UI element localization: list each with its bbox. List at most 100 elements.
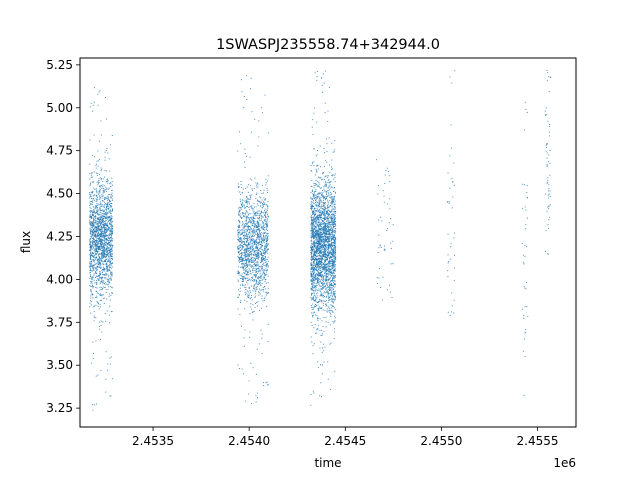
data-point	[262, 204, 264, 206]
data-point	[93, 134, 95, 136]
data-point	[319, 330, 321, 332]
data-point	[313, 241, 315, 243]
data-point	[109, 273, 111, 275]
data-point	[245, 238, 247, 240]
data-point	[332, 229, 334, 231]
data-point	[329, 232, 331, 234]
data-point	[103, 242, 105, 244]
data-point	[324, 253, 326, 255]
data-point	[89, 222, 91, 224]
data-point	[97, 259, 99, 261]
data-point	[333, 255, 335, 257]
data-point	[249, 242, 251, 244]
data-point	[334, 290, 336, 292]
data-point	[251, 257, 253, 259]
data-point	[244, 252, 246, 254]
data-point	[261, 238, 263, 240]
data-point	[317, 196, 319, 197]
data-point	[238, 237, 240, 239]
data-point	[101, 281, 103, 283]
data-point	[108, 266, 110, 268]
data-point	[98, 325, 100, 327]
data-point	[328, 207, 330, 209]
data-point	[311, 235, 313, 237]
data-point	[100, 222, 102, 224]
data-point	[249, 199, 251, 201]
data-point	[330, 261, 332, 263]
data-point	[244, 235, 246, 237]
data-point	[265, 211, 267, 213]
data-point	[256, 261, 258, 263]
data-point	[333, 252, 335, 254]
data-point	[312, 204, 314, 206]
data-point	[103, 261, 105, 263]
data-point	[100, 217, 102, 219]
data-point	[93, 187, 95, 189]
data-point	[89, 258, 91, 260]
data-point	[263, 235, 265, 237]
data-point	[103, 223, 105, 225]
data-point	[110, 271, 112, 273]
data-point	[105, 277, 107, 279]
data-point	[266, 219, 268, 221]
data-point	[89, 302, 91, 304]
data-point	[99, 186, 101, 188]
data-point	[249, 272, 251, 274]
data-point	[95, 211, 97, 213]
data-point	[97, 302, 99, 304]
data-point	[313, 218, 315, 220]
data-point	[101, 247, 103, 249]
data-point	[237, 233, 239, 235]
data-point	[257, 264, 259, 266]
data-point	[99, 189, 101, 191]
data-point	[318, 251, 320, 253]
data-point	[89, 233, 91, 235]
data-point	[108, 244, 110, 246]
data-point	[320, 281, 322, 283]
data-point	[95, 228, 97, 230]
data-point	[316, 165, 318, 167]
data-point	[310, 229, 312, 231]
data-point	[250, 197, 252, 199]
data-point	[249, 265, 251, 267]
data-point	[256, 221, 258, 223]
data-point	[241, 225, 243, 227]
data-point	[328, 234, 330, 236]
data-point	[111, 194, 113, 196]
data-point	[334, 224, 336, 225]
data-point	[327, 213, 329, 215]
data-point	[104, 274, 106, 276]
data-point	[91, 245, 93, 247]
data-point	[91, 266, 93, 268]
data-point	[328, 261, 330, 263]
data-point	[103, 267, 105, 269]
data-point	[328, 243, 330, 245]
data-point	[112, 259, 114, 261]
data-point	[330, 295, 331, 297]
data-point	[327, 236, 328, 238]
data-point	[93, 239, 95, 241]
data-point	[91, 200, 93, 202]
data-point	[264, 215, 266, 217]
data-point	[104, 96, 106, 98]
data-point	[243, 249, 245, 251]
data-point	[253, 227, 255, 229]
data-point	[242, 203, 244, 205]
data-point	[250, 247, 252, 249]
data-point	[107, 247, 109, 249]
data-point	[259, 288, 261, 290]
data-point	[323, 241, 325, 243]
data-point	[94, 277, 96, 279]
data-point	[111, 208, 113, 210]
data-point	[247, 264, 249, 266]
data-point	[312, 345, 314, 347]
data-point	[327, 230, 329, 232]
data-point	[247, 227, 249, 229]
data-point	[267, 287, 269, 289]
data-point	[317, 230, 319, 232]
data-point	[244, 148, 246, 150]
data-point	[325, 159, 327, 161]
data-point	[99, 293, 101, 295]
data-point	[321, 285, 323, 287]
data-point	[322, 294, 324, 296]
